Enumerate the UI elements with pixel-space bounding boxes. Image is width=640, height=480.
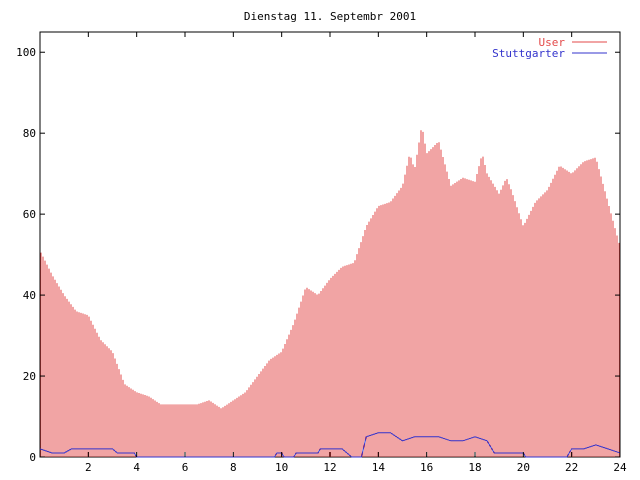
y-tick-label: 0 (29, 451, 36, 464)
legend: User Stuttgarter (492, 36, 607, 60)
x-tick-label: 4 (133, 461, 140, 474)
x-tick-label: 6 (182, 461, 189, 474)
chart-title: Dienstag 11. Septembr 2001 (244, 10, 416, 23)
x-tick-label: 20 (517, 461, 530, 474)
x-tick-label: 16 (420, 461, 433, 474)
x-tick-label: 18 (468, 461, 481, 474)
stuttgarter-line (39, 432, 621, 458)
y-tick-label: 20 (23, 370, 36, 383)
x-tick-label: 10 (275, 461, 288, 474)
x-tick-label: 22 (565, 461, 578, 474)
legend-user-label: User (539, 36, 566, 49)
y-tick-label: 100 (16, 46, 36, 59)
x-tick-label: 2 (85, 461, 92, 474)
y-tick-label: 80 (23, 127, 36, 140)
y-tick-label: 40 (23, 289, 36, 302)
x-tick-label: 14 (372, 461, 386, 474)
x-tick-label: 8 (230, 461, 237, 474)
y-tick-label: 60 (23, 208, 36, 221)
legend-stuttgarter-label: Stuttgarter (492, 47, 565, 60)
x-tick-label: 12 (323, 461, 336, 474)
x-tick-label: 24 (613, 461, 627, 474)
user-bars (40, 130, 620, 457)
